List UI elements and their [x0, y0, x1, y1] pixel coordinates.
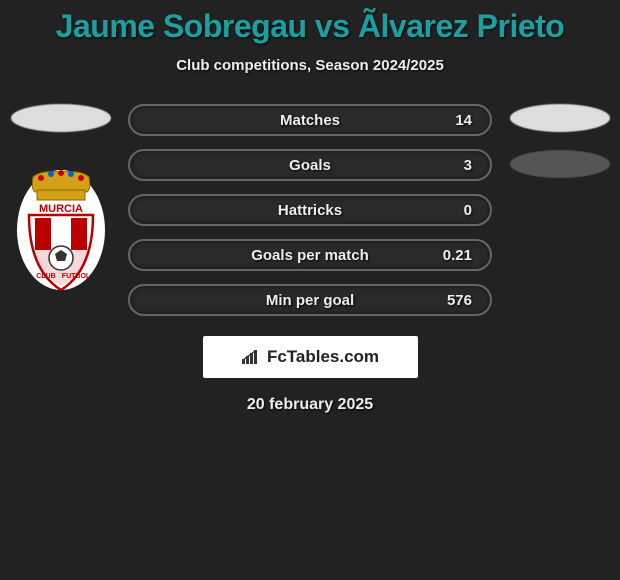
stat-label: Hattricks: [278, 202, 342, 219]
right-column: [507, 104, 612, 178]
stat-value: 0.21: [443, 247, 472, 264]
svg-text:FUTBOL: FUTBOL: [61, 273, 90, 280]
stat-label: Goals per match: [251, 247, 369, 264]
stat-label: Min per goal: [266, 292, 354, 309]
stat-bar-hattricks: Hattricks 0: [128, 194, 492, 226]
svg-text:CLUB: CLUB: [36, 273, 55, 280]
svg-text:MURCIA: MURCIA: [39, 203, 83, 215]
left-ellipse-placeholder: [11, 104, 111, 132]
right-ellipse-placeholder-2: [510, 150, 610, 178]
brand-badge[interactable]: FcTables.com: [203, 336, 418, 378]
stat-value: 3: [464, 157, 472, 174]
crest-svg: MURCIA CLUB FUTBOL: [11, 150, 111, 300]
brand-text: FcTables.com: [267, 347, 379, 367]
subtitle: Club competitions, Season 2024/2025: [0, 57, 620, 74]
stat-value: 576: [447, 292, 472, 309]
date-text: 20 february 2025: [0, 396, 620, 414]
left-column: MURCIA CLUB FUTBOL: [8, 104, 113, 300]
stat-value: 14: [455, 112, 472, 129]
stat-bar-mpg: Min per goal 576: [128, 284, 492, 316]
bar-chart-icon: [241, 349, 261, 365]
team-crest-left: MURCIA CLUB FUTBOL: [11, 150, 111, 300]
stat-bar-gpm: Goals per match 0.21: [128, 239, 492, 271]
stat-label: Goals: [289, 157, 331, 174]
stats-list: Matches 14 Goals 3 Hattricks 0 Goals per…: [128, 104, 492, 316]
stat-bar-goals: Goals 3: [128, 149, 492, 181]
page-title: Jaume Sobregau vs Ãlvarez Prieto: [0, 8, 620, 45]
stat-label: Matches: [280, 112, 340, 129]
stat-bar-matches: Matches 14: [128, 104, 492, 136]
stat-value: 0: [464, 202, 472, 219]
right-ellipse-placeholder-1: [510, 104, 610, 132]
comparison-widget: Jaume Sobregau vs Ãlvarez Prieto Club co…: [0, 0, 620, 414]
content-row: MURCIA CLUB FUTBOL Matches 14 Goals: [0, 104, 620, 316]
